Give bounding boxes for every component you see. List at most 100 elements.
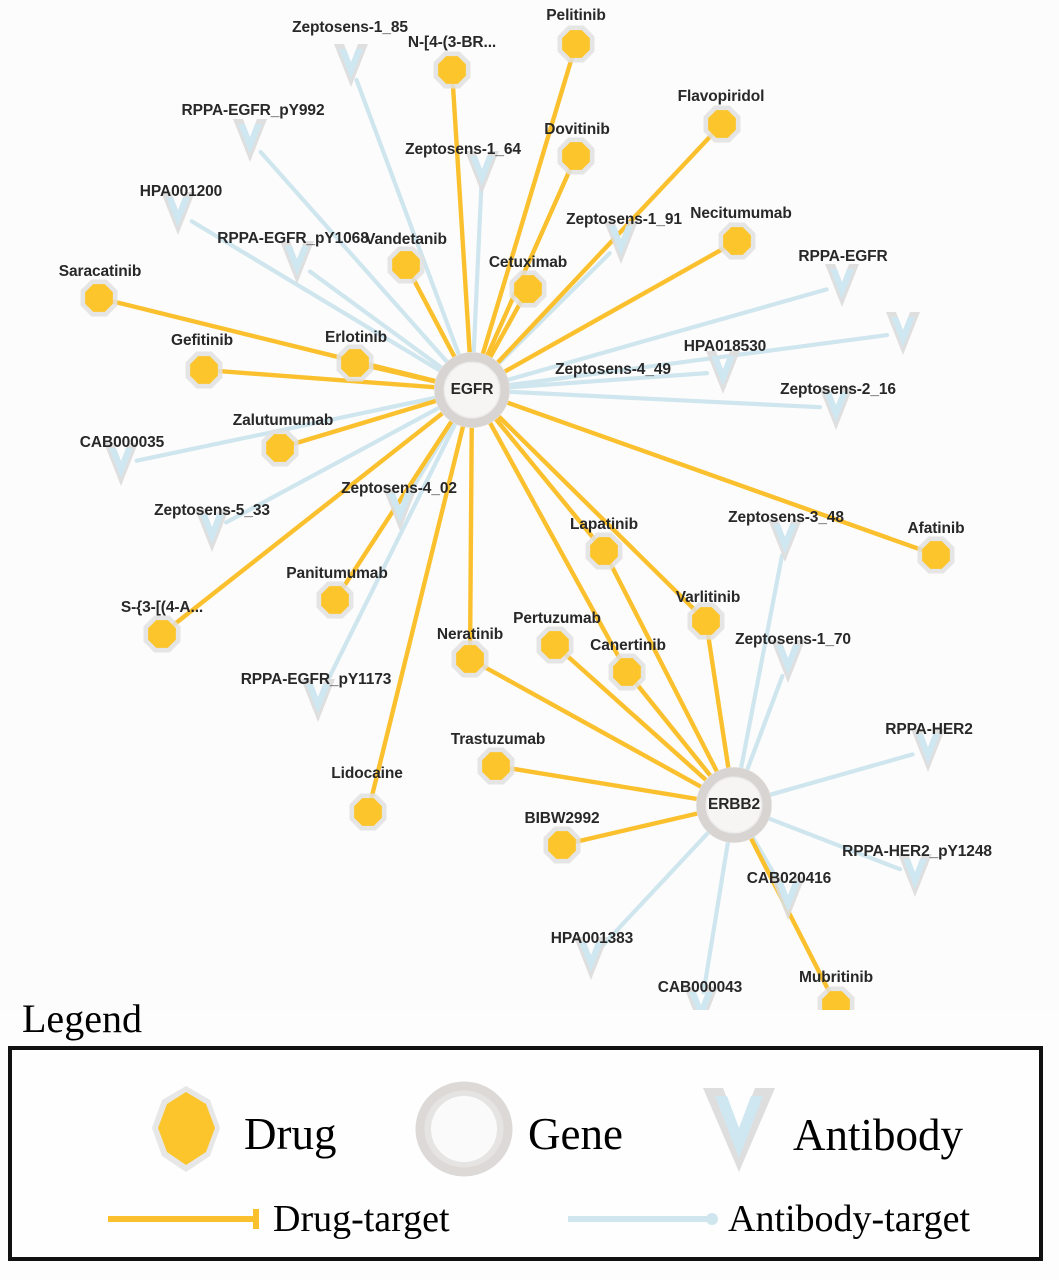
antibody-node-label: HPA001200 xyxy=(139,183,223,200)
drug-node-label: Neratinib xyxy=(436,626,504,643)
antibody-node[interactable] xyxy=(684,987,718,1010)
antibody-node-label: Zeptosens-1_70 xyxy=(735,631,851,648)
drug-target-edge xyxy=(367,364,444,386)
antibody-node-label: Zeptosens-2_16 xyxy=(780,381,896,398)
drug-node[interactable] xyxy=(536,626,574,664)
network-nodes-layer xyxy=(80,25,955,1010)
drug-node[interactable] xyxy=(703,105,741,143)
drug-node[interactable] xyxy=(817,986,855,1010)
gene-node[interactable] xyxy=(696,767,772,843)
drug-node-label: N-[4-(3-BR... xyxy=(407,34,497,51)
drug-node[interactable] xyxy=(917,536,955,574)
antibody-target-edge xyxy=(499,287,829,384)
antibody-target-edge xyxy=(701,833,732,995)
drug-target-edge xyxy=(496,246,727,378)
antibody-node[interactable] xyxy=(280,241,314,284)
antibody-node-label: RPPA-EGFR xyxy=(798,248,888,265)
antibody-target-edge xyxy=(761,752,915,799)
antibody-node-label: Zeptosens-1_91 xyxy=(566,211,682,228)
antibody-node[interactable] xyxy=(825,264,859,307)
antibody-node[interactable] xyxy=(574,937,608,980)
drug-node[interactable] xyxy=(143,615,181,653)
drug-node[interactable] xyxy=(608,653,646,691)
gene-node-label: ERBB2 xyxy=(707,796,761,813)
antibody-target-edge xyxy=(737,553,785,777)
drug-node-label: Varlitinib xyxy=(675,589,741,606)
drug-node-label: Mubritinib xyxy=(799,969,873,986)
antibody-node[interactable] xyxy=(706,351,740,394)
drug-target-edge xyxy=(467,418,474,647)
drug-node[interactable] xyxy=(349,793,387,831)
antibody-node[interactable] xyxy=(604,221,638,264)
drug-node[interactable] xyxy=(433,51,471,89)
antibody-node-label: Zeptosens-4_02 xyxy=(341,480,457,497)
antibody-target-edge xyxy=(500,371,710,390)
drug-target-edge xyxy=(608,562,723,780)
antibody-node-label: Zeptosens-3_48 xyxy=(728,509,844,526)
drug-node[interactable] xyxy=(718,222,756,260)
drug-target-edge xyxy=(491,132,714,370)
legend-box: Drug Gene Antibody Drug-target xyxy=(8,1046,1043,1261)
antibody-node[interactable] xyxy=(383,488,417,531)
drug-node[interactable] xyxy=(477,747,515,785)
antibody-node[interactable] xyxy=(301,679,335,722)
drug-node[interactable] xyxy=(336,344,374,382)
antibody-node[interactable] xyxy=(886,312,920,355)
drug-node[interactable] xyxy=(185,351,223,389)
drug-target-edge xyxy=(369,417,467,800)
antibody-node[interactable] xyxy=(465,151,499,194)
drug-node[interactable] xyxy=(80,279,118,317)
antibody-target-edge xyxy=(747,829,783,887)
legend-item-drug-target: Drug-target xyxy=(104,1200,450,1238)
antibody-node[interactable] xyxy=(819,387,853,430)
drug-node-label: Erlotinib xyxy=(325,329,387,346)
drug-node[interactable] xyxy=(316,581,354,619)
antibody-node[interactable] xyxy=(771,877,805,920)
legend-label-antibody: Antibody xyxy=(793,1109,964,1160)
antibody-node[interactable] xyxy=(768,519,802,562)
drug-node-label: Lidocaine xyxy=(331,765,403,782)
drug-node-label: Lapatinib xyxy=(570,516,638,533)
gene-node[interactable] xyxy=(434,352,510,428)
drug-target-edge xyxy=(450,82,473,362)
drug-target-edge xyxy=(634,681,717,784)
legend-title: Legend xyxy=(22,996,142,1041)
antibody-node[interactable] xyxy=(898,854,932,897)
antibody-node[interactable] xyxy=(104,443,138,486)
antibody-node-label: HPA001383 xyxy=(550,930,634,947)
drug-node[interactable] xyxy=(387,246,425,284)
antibody-node[interactable] xyxy=(195,509,229,552)
drug-node[interactable] xyxy=(509,270,547,308)
drug-target-edge xyxy=(216,368,444,390)
drug-target-edge xyxy=(706,633,732,777)
antibody-node[interactable] xyxy=(233,119,267,162)
antibody-node[interactable] xyxy=(911,729,945,772)
antibody-node[interactable] xyxy=(771,640,805,683)
antibody-node-label: RPPA-HER2 xyxy=(885,721,973,738)
drug-node[interactable] xyxy=(687,602,725,640)
antibody-node-label: RPPA-EGFR_pY1068 xyxy=(217,230,369,247)
drug-node[interactable] xyxy=(451,640,489,678)
drug-node-label: Necitumumab xyxy=(690,205,792,222)
drug-node-label: Cetuximab xyxy=(488,254,568,271)
drug-node[interactable] xyxy=(585,532,623,570)
drug-node[interactable] xyxy=(557,25,595,63)
drug-node[interactable] xyxy=(261,429,299,467)
drug-node[interactable] xyxy=(543,826,581,864)
antibody-target-edge xyxy=(323,415,461,688)
drug-target-edge xyxy=(489,411,597,542)
drug-node-label: Panitumumab xyxy=(286,565,388,582)
antibody-node-label: CAB000035 xyxy=(79,434,165,451)
drug-edges xyxy=(111,56,925,994)
legend-label-drug-target: Drug-target xyxy=(273,1198,450,1240)
drug-target-edge xyxy=(482,167,573,364)
antibody-node[interactable] xyxy=(161,192,195,235)
drug-node-label: Flavopiridol xyxy=(677,88,765,105)
antibody-node[interactable] xyxy=(334,44,368,87)
antibody-target-edge xyxy=(307,269,450,374)
drug-target-edge xyxy=(491,409,698,613)
drug-node-label: Pertuzumab xyxy=(513,610,601,627)
drug-node[interactable] xyxy=(557,137,595,175)
antibody-target-edge xyxy=(223,402,447,525)
drug-target-edge xyxy=(340,413,458,590)
